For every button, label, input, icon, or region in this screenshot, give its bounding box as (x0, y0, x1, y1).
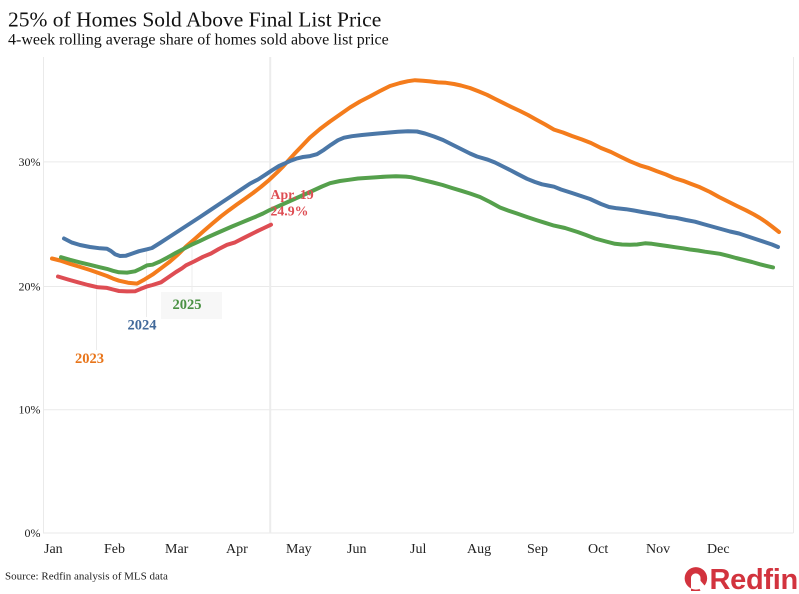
svg-text:0%: 0% (25, 526, 41, 540)
svg-text:Source: Redfin analysis of MLS: Source: Redfin analysis of MLS data (5, 571, 168, 583)
svg-text:Mar: Mar (165, 542, 189, 557)
svg-text:10%: 10% (19, 403, 41, 417)
svg-text:Dec: Dec (707, 542, 730, 557)
svg-text:Jul: Jul (410, 542, 426, 557)
svg-text:2023: 2023 (75, 351, 104, 367)
svg-text:Jun: Jun (347, 542, 366, 557)
svg-text:Nov: Nov (646, 542, 670, 557)
svg-text:Sep: Sep (527, 542, 548, 557)
svg-text:25% of Homes Sold Above Final: 25% of Homes Sold Above Final List Price (8, 8, 381, 32)
svg-text:Jan: Jan (44, 542, 63, 557)
svg-text:24.9%: 24.9% (271, 203, 309, 218)
svg-text:Feb: Feb (104, 542, 125, 557)
svg-text:May: May (286, 542, 312, 557)
svg-text:2024: 2024 (128, 317, 157, 333)
svg-text:Apr: Apr (226, 542, 248, 557)
svg-text:20%: 20% (19, 279, 41, 293)
svg-text:Aug: Aug (467, 542, 491, 557)
svg-text:30%: 30% (19, 155, 41, 169)
svg-text:Redfin: Redfin (710, 564, 798, 594)
svg-text:4-week rolling average share o: 4-week rolling average share of homes so… (8, 32, 389, 49)
svg-text:Apr. 19: Apr. 19 (271, 187, 314, 202)
svg-text:2025: 2025 (173, 297, 202, 313)
svg-text:Oct: Oct (588, 542, 608, 557)
